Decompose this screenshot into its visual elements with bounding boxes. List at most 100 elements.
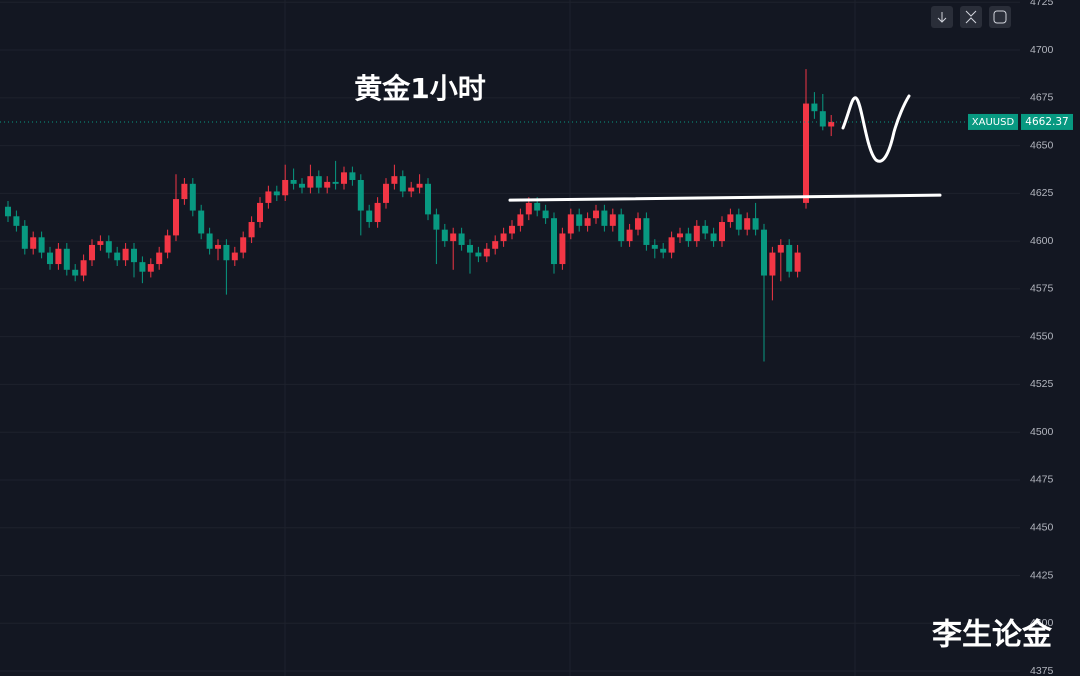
candle-body — [794, 252, 801, 272]
candle-body — [399, 176, 406, 192]
candle-body — [609, 214, 616, 226]
candle-body — [5, 206, 11, 217]
candle-body — [576, 214, 583, 226]
candle-body — [290, 179, 297, 184]
candle-body — [567, 214, 574, 234]
candle-body — [626, 229, 633, 242]
candle-body — [21, 225, 28, 249]
candle-body — [80, 260, 87, 276]
candle-body — [114, 252, 121, 261]
candle-body — [408, 187, 415, 192]
candle-body — [727, 214, 734, 223]
y-tick-label: 4475 — [1030, 474, 1054, 486]
y-tick-label: 4525 — [1030, 378, 1054, 390]
candle-body — [483, 248, 490, 257]
candle-body — [206, 233, 213, 249]
candle-body — [307, 176, 314, 188]
candle-body — [231, 252, 238, 261]
icon — [993, 10, 1007, 24]
candle-body — [450, 233, 457, 242]
candle-body — [265, 191, 272, 203]
candle-body — [97, 241, 104, 245]
candle-body — [131, 248, 137, 263]
candle-body — [89, 244, 95, 261]
candle-body — [315, 176, 322, 188]
y-tick-label: 4425 — [1030, 569, 1054, 581]
candle-body — [500, 233, 507, 242]
candle-body — [433, 214, 440, 230]
y-tick-label: 4400 — [1030, 617, 1054, 629]
candle-body — [593, 210, 599, 219]
hand-drawn-path — [841, 94, 911, 163]
candle-body — [248, 222, 255, 238]
candle-body — [383, 183, 389, 203]
candle-body — [332, 181, 339, 184]
y-tick-label: 4500 — [1030, 426, 1054, 438]
y-tick-label: 4675 — [1030, 92, 1054, 104]
candle-body — [374, 202, 381, 223]
candle-body — [534, 202, 541, 211]
candle-body — [761, 229, 767, 276]
candle-body — [752, 218, 759, 230]
candle-body — [240, 237, 247, 253]
y-tick-label: 4650 — [1030, 139, 1054, 151]
candle-body — [525, 202, 532, 215]
y-tick-label: 4375 — [1030, 665, 1054, 676]
toolbar — [931, 6, 1011, 28]
candle-body — [660, 248, 667, 253]
candle-body — [55, 248, 62, 265]
grid — [284, 0, 856, 676]
button[interactable] — [960, 6, 982, 28]
y-tick-label: 4600 — [1030, 235, 1054, 247]
level-line — [508, 193, 942, 202]
candle-body — [324, 181, 331, 188]
candle-body — [618, 214, 625, 242]
candle-body — [63, 248, 70, 270]
symbol-label: XAUUSD — [972, 117, 1015, 128]
candle-body — [38, 237, 45, 253]
candle-body — [156, 252, 163, 265]
candle-body — [601, 210, 608, 226]
candle-body — [542, 210, 549, 219]
candle-body — [559, 233, 566, 265]
candle-body — [198, 210, 205, 234]
price-tag — [1021, 113, 1073, 130]
candle-body — [299, 183, 305, 188]
candle-body — [425, 183, 431, 215]
candle-body — [341, 172, 347, 184]
candle-body — [828, 121, 835, 127]
candle-body — [458, 233, 465, 245]
candle-body — [349, 172, 356, 180]
candle-body — [105, 241, 112, 253]
watermark: 李生论金 — [932, 618, 1053, 653]
candle-body — [30, 237, 37, 249]
button[interactable] — [989, 6, 1011, 28]
candle-body — [147, 264, 154, 272]
candle-body — [777, 244, 784, 253]
candle-body — [416, 183, 423, 188]
candle-body — [441, 229, 448, 242]
price-label: 4662.37 — [1025, 116, 1068, 128]
candle-body — [769, 252, 776, 276]
candle-body — [735, 214, 742, 230]
y-tick-label: 4450 — [1030, 522, 1054, 534]
candle-body — [122, 248, 129, 261]
candle-body — [475, 252, 482, 257]
y-tick-label: 4575 — [1030, 283, 1054, 295]
candle-body — [685, 233, 692, 242]
candle-body — [139, 262, 146, 272]
candle-body — [551, 218, 557, 265]
candle-body — [651, 244, 658, 249]
candle-body — [164, 235, 171, 253]
candle-body — [719, 222, 725, 242]
candle-body — [391, 176, 398, 184]
y-tick-label: 4625 — [1030, 187, 1054, 199]
candle-body — [635, 218, 641, 230]
candle-body — [282, 179, 289, 196]
candle-body — [693, 225, 700, 242]
candle-body — [173, 199, 179, 236]
icon — [965, 10, 977, 24]
candle-body — [710, 233, 717, 242]
candle-body — [744, 218, 751, 230]
